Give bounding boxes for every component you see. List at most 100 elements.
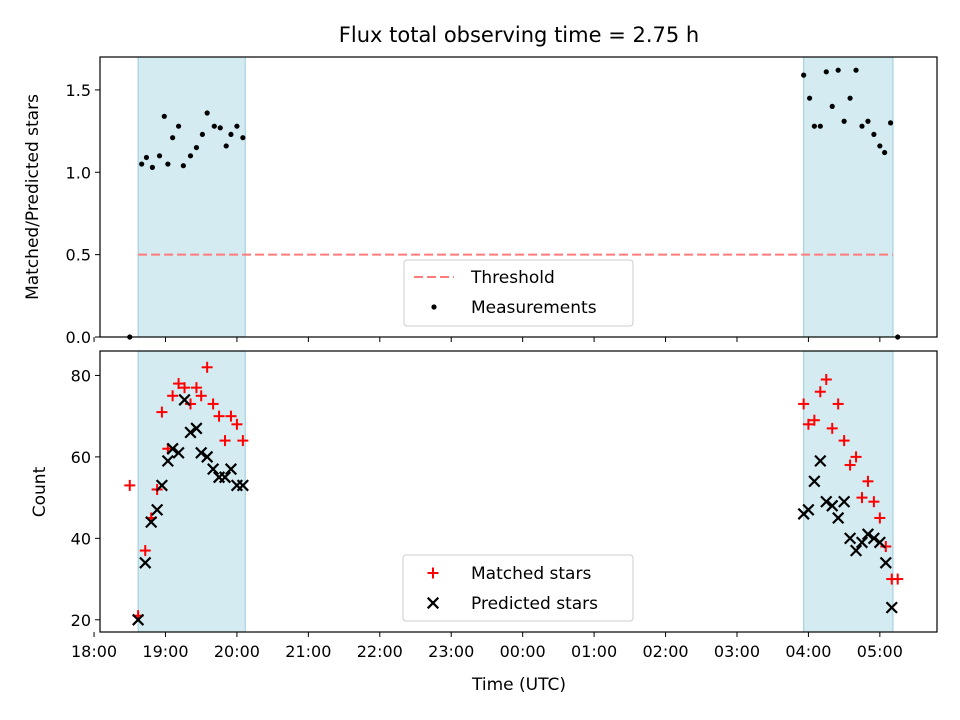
measurement-point-16 [223, 143, 229, 149]
measurement-point-20 [801, 72, 807, 78]
matched-star-point-15 [213, 410, 225, 422]
matched-star-point-8 [173, 378, 185, 390]
legend-threshold-label: Threshold [470, 268, 555, 288]
count-y-tick-label-2: 60 [71, 448, 91, 467]
x-tick-label-9: 03:00 [714, 642, 760, 661]
matched-star-point-30 [856, 492, 868, 504]
ratio-y-tick-label-3: 1.5 [66, 81, 91, 100]
matched-star-point-19 [237, 435, 249, 447]
measurement-point-27 [841, 118, 847, 124]
measurement-point-10 [187, 153, 194, 159]
predicted-star-point-13 [207, 463, 220, 476]
x-tick-label-6: 00:00 [500, 642, 546, 661]
predicted-star-point-18 [236, 479, 249, 492]
count-y-axis-label: Count [30, 466, 50, 517]
measurement-point-35 [887, 120, 894, 126]
predicted-star-point-0 [132, 613, 145, 626]
ratio-observing-window-1 [803, 56, 894, 338]
x-tick-label-5: 23:00 [428, 642, 474, 661]
predicted-star-point-5 [161, 454, 174, 468]
count-y-tick-label-1: 40 [71, 529, 91, 548]
ratio-observing-window-0 [137, 56, 246, 338]
measurement-point-22 [811, 123, 817, 129]
measurement-point-6 [165, 161, 171, 167]
predicted-star-point-24 [826, 499, 839, 512]
ratio-legend-box [403, 259, 634, 327]
matched-star-point-17 [225, 410, 237, 422]
predicted-star-point-2 [145, 515, 158, 529]
matched-star-point-24 [820, 374, 832, 386]
predicted-star-point-9 [184, 426, 197, 439]
measurement-point-17 [228, 131, 234, 138]
x-tick-label-4: 22:00 [357, 642, 403, 661]
matched-star-point-21 [802, 418, 814, 430]
matched-star-point-16 [219, 435, 231, 447]
matched-star-point-11 [190, 382, 202, 394]
x-tick-label-3: 21:00 [285, 642, 331, 661]
ratio-y-ticks: 0.0 0.5 1.0 1.5 [66, 81, 100, 347]
matched-star-point-36 [892, 573, 904, 585]
predicted-star-point-28 [849, 544, 863, 557]
x-tick-label-8: 02:00 [642, 642, 688, 661]
measurement-point-5 [161, 113, 167, 119]
ratio-x-ticks [93, 337, 881, 342]
count-panel: 18:00 19:00 20:00 21:00 22:00 23:00 00:00 01:00… [30, 350, 938, 695]
ratio-legend: Threshold Measurements [403, 259, 634, 327]
matched-star-point-12 [195, 390, 207, 402]
measurement-point-13 [204, 110, 210, 116]
measurement-point-34 [882, 149, 888, 156]
measurement-point-1 [139, 161, 145, 167]
measurement-point-25 [829, 103, 835, 110]
ratio-panel-frame [99, 56, 938, 338]
count-legend: Matched stars Predicted stars [402, 554, 634, 622]
predicted-star-point-8 [178, 393, 191, 406]
predicted-star-point-3 [151, 503, 164, 516]
matched-star-point-31 [862, 475, 874, 487]
predicted-star-point-25 [832, 511, 845, 525]
measurement-point-31 [865, 118, 871, 124]
matched-star-point-26 [832, 398, 844, 410]
measurement-point-19 [240, 135, 246, 141]
predicted-star-point-30 [861, 528, 875, 541]
measurement-point-33 [877, 143, 883, 149]
measurement-point-28 [847, 95, 853, 101]
predicted-star-point-11 [195, 446, 208, 459]
measurement-point-23 [817, 123, 823, 129]
predicted-star-point-15 [218, 471, 232, 484]
count-x-ticks: 18:00 19:00 20:00 21:00 22:00 23:00 00:00 01:00… [71, 632, 903, 661]
matched-star-point-25 [826, 422, 838, 434]
predicted-star-point-22 [814, 454, 827, 468]
matched-star-point-5 [156, 406, 168, 418]
count-observing-windows [137, 350, 894, 633]
predicted-star-point-12 [201, 450, 214, 463]
legend-predicted-label: Predicted stars [471, 594, 598, 614]
ratio-observing-windows [137, 56, 894, 338]
count-panel-frame [99, 350, 938, 633]
matched-star-point-9 [179, 382, 191, 394]
predicted-star-point-10 [190, 422, 203, 435]
count-observing-window-1 [803, 350, 894, 633]
measurement-point-32 [871, 131, 877, 138]
count-legend-box [402, 554, 634, 622]
measurement-point-4 [156, 153, 163, 159]
measurement-point-18 [234, 123, 240, 129]
measurement-point-7 [170, 135, 176, 141]
measurement-point-26 [835, 67, 841, 73]
measurement-point-3 [149, 164, 155, 170]
matched-star-point-10 [184, 398, 196, 410]
x-axis-label: Time (UTC) [471, 675, 566, 695]
matched-star-point-0 [124, 479, 136, 491]
measurement-point-8 [175, 123, 182, 129]
predicted-star-point-20 [802, 503, 815, 516]
predicted-star-point-31 [867, 532, 880, 545]
measurement-point-2 [143, 154, 150, 161]
measurement-point-21 [807, 95, 813, 101]
measurement-point-12 [199, 131, 205, 138]
ratio-y-tick-label-2: 1.0 [66, 163, 91, 182]
x-tick-label-0: 18:00 [71, 642, 117, 661]
matched-star-point-22 [808, 414, 820, 426]
predicted-star-point-21 [808, 475, 821, 488]
matched-star-point-18 [231, 418, 243, 430]
measurement-point-9 [180, 163, 186, 169]
matched-star-point-27 [838, 435, 850, 447]
